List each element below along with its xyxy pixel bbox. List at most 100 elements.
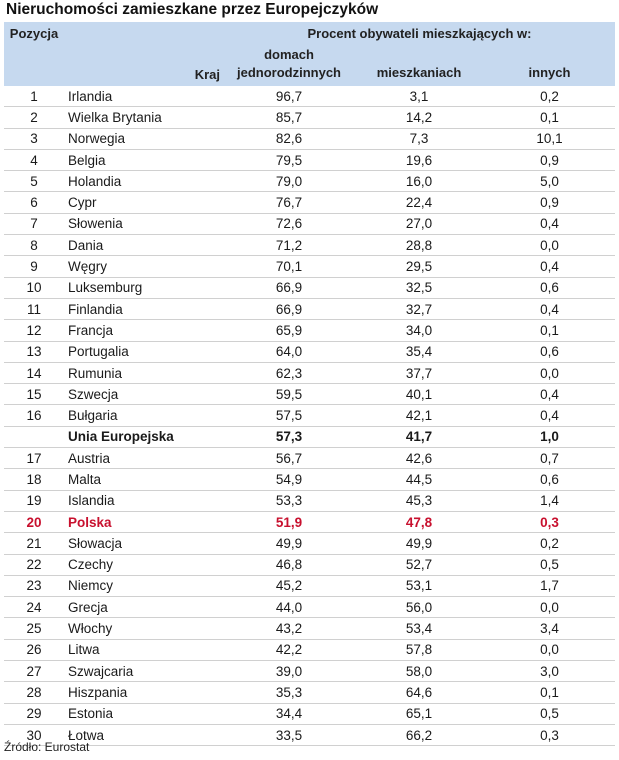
cell-other: 0,5 [484, 703, 616, 725]
table-body: 1 Irlandia 96,7 3,1 0,2 2 Wielka Brytania 85,7 1… [4, 86, 616, 747]
table-row: 28 Hiszpania 35,3 64,6 0,1 [4, 681, 616, 704]
table-row: 25 Włochy 43,2 53,4 3,4 [4, 617, 616, 640]
cell-country: Portugalia [64, 341, 224, 363]
cell-other: 0,4 [484, 213, 616, 236]
table-row: 16 Bułgaria 57,5 42,1 0,4 [4, 404, 616, 427]
cell-country: Estonia [64, 703, 224, 725]
cell-other: 0,4 [484, 383, 616, 406]
housing-table: Pozycja Procent obywateli mieszkających … [4, 22, 616, 747]
cell-houses: 64,0 [224, 341, 354, 363]
cell-country: Łotwa [64, 724, 224, 747]
table-row: 14 Rumunia 62,3 37,7 0,0 [4, 362, 616, 385]
column-header-mieszkaniach: mieszkaniach [354, 44, 484, 86]
cell-houses: 70,1 [224, 255, 354, 278]
table-row: 26 Litwa 42,2 57,8 0,0 [4, 639, 616, 662]
cell-country: Unia Europejska [64, 426, 224, 449]
cell-position: 15 [4, 383, 64, 406]
cell-country: Bułgaria [64, 404, 224, 427]
table-row-eu-average: Unia Europejska 57,3 41,7 1,0 [4, 426, 616, 449]
cell-country: Czechy [64, 554, 224, 576]
cell-country: Niemcy [64, 575, 224, 598]
cell-houses: 39,0 [224, 660, 354, 683]
cell-country: Hiszpania [64, 681, 224, 704]
table-row: 5 Holandia 79,0 16,0 5,0 [4, 170, 616, 193]
cell-houses: 96,7 [224, 86, 354, 108]
cell-position: 23 [4, 575, 64, 598]
cell-houses: 85,7 [224, 106, 354, 129]
table-row: 15 Szwecja 59,5 40,1 0,4 [4, 383, 616, 406]
cell-apartments: 3,1 [354, 86, 484, 108]
cell-apartments: 34,0 [354, 319, 484, 342]
cell-country: Litwa [64, 639, 224, 662]
cell-position: 2 [4, 106, 64, 129]
cell-apartments: 27,0 [354, 213, 484, 236]
cell-other: 0,0 [484, 639, 616, 662]
cell-apartments: 57,8 [354, 639, 484, 662]
cell-other: 0,9 [484, 149, 616, 172]
cell-position: 1 [4, 86, 64, 108]
cell-country: Cypr [64, 191, 224, 214]
table-row: 30 Łotwa 33,5 66,2 0,3 [4, 724, 616, 747]
cell-position: 26 [4, 639, 64, 662]
cell-apartments: 45,3 [354, 490, 484, 512]
cell-houses: 49,9 [224, 532, 354, 555]
cell-houses: 53,3 [224, 490, 354, 512]
column-header-domach-line1: domach [264, 47, 314, 62]
cell-apartments: 65,1 [354, 703, 484, 725]
cell-position: 25 [4, 617, 64, 640]
table-row-highlight: 20 Polska 51,9 47,8 0,3 [4, 511, 616, 534]
table-row: 24 Grecja 44,0 56,0 0,0 [4, 596, 616, 619]
cell-apartments: 40,1 [354, 383, 484, 406]
cell-apartments: 42,6 [354, 447, 484, 470]
cell-houses: 79,5 [224, 149, 354, 172]
cell-houses: 66,9 [224, 298, 354, 321]
cell-other: 0,6 [484, 468, 616, 491]
cell-country: Wielka Brytania [64, 106, 224, 129]
cell-position: 22 [4, 554, 64, 576]
cell-position: 8 [4, 234, 64, 257]
cell-apartments: 58,0 [354, 660, 484, 683]
table-row: 6 Cypr 76,7 22,4 0,9 [4, 191, 616, 214]
table-row: 23 Niemcy 45,2 53,1 1,7 [4, 575, 616, 598]
cell-country: Belgia [64, 149, 224, 172]
cell-houses: 35,3 [224, 681, 354, 704]
table-row: 19 Islandia 53,3 45,3 1,4 [4, 490, 616, 512]
cell-houses: 76,7 [224, 191, 354, 214]
cell-country: Szwajcaria [64, 660, 224, 683]
cell-houses: 51,9 [224, 511, 354, 534]
cell-apartments: 22,4 [354, 191, 484, 214]
cell-country: Słowenia [64, 213, 224, 236]
source-note: Źródło: Eurostat [4, 740, 90, 754]
cell-position: 18 [4, 468, 64, 491]
cell-other: 0,1 [484, 681, 616, 704]
cell-other: 0,5 [484, 554, 616, 576]
cell-houses: 33,5 [224, 724, 354, 747]
cell-houses: 62,3 [224, 362, 354, 385]
cell-position: 16 [4, 404, 64, 427]
cell-position: 29 [4, 703, 64, 725]
cell-country: Dania [64, 234, 224, 257]
table-row: 11 Finlandia 66,9 32,7 0,4 [4, 298, 616, 321]
column-header-domach-line2: jednorodzinnych [237, 65, 341, 80]
table-row: 21 Słowacja 49,9 49,9 0,2 [4, 532, 616, 555]
table-row: 17 Austria 56,7 42,6 0,7 [4, 447, 616, 470]
cell-position: 5 [4, 170, 64, 193]
table-row: 10 Luksemburg 66,9 32,5 0,6 [4, 277, 616, 299]
table-header: Pozycja Procent obywateli mieszkających … [4, 22, 616, 86]
cell-position: 11 [4, 298, 64, 321]
cell-apartments: 52,7 [354, 554, 484, 576]
cell-houses: 34,4 [224, 703, 354, 725]
cell-other: 0,3 [484, 511, 616, 534]
table-row: 12 Francja 65,9 34,0 0,1 [4, 319, 616, 342]
cell-other: 0,4 [484, 404, 616, 427]
column-header-innych: innych [484, 44, 616, 86]
cell-other: 0,1 [484, 106, 616, 129]
cell-houses: 45,2 [224, 575, 354, 598]
cell-country: Holandia [64, 170, 224, 193]
page-title: Nieruchomości zamieszkane przez Europejc… [6, 1, 379, 18]
cell-apartments: 7,3 [354, 128, 484, 150]
cell-houses: 46,8 [224, 554, 354, 576]
cell-houses: 71,2 [224, 234, 354, 257]
cell-country: Finlandia [64, 298, 224, 321]
cell-position: 4 [4, 149, 64, 172]
